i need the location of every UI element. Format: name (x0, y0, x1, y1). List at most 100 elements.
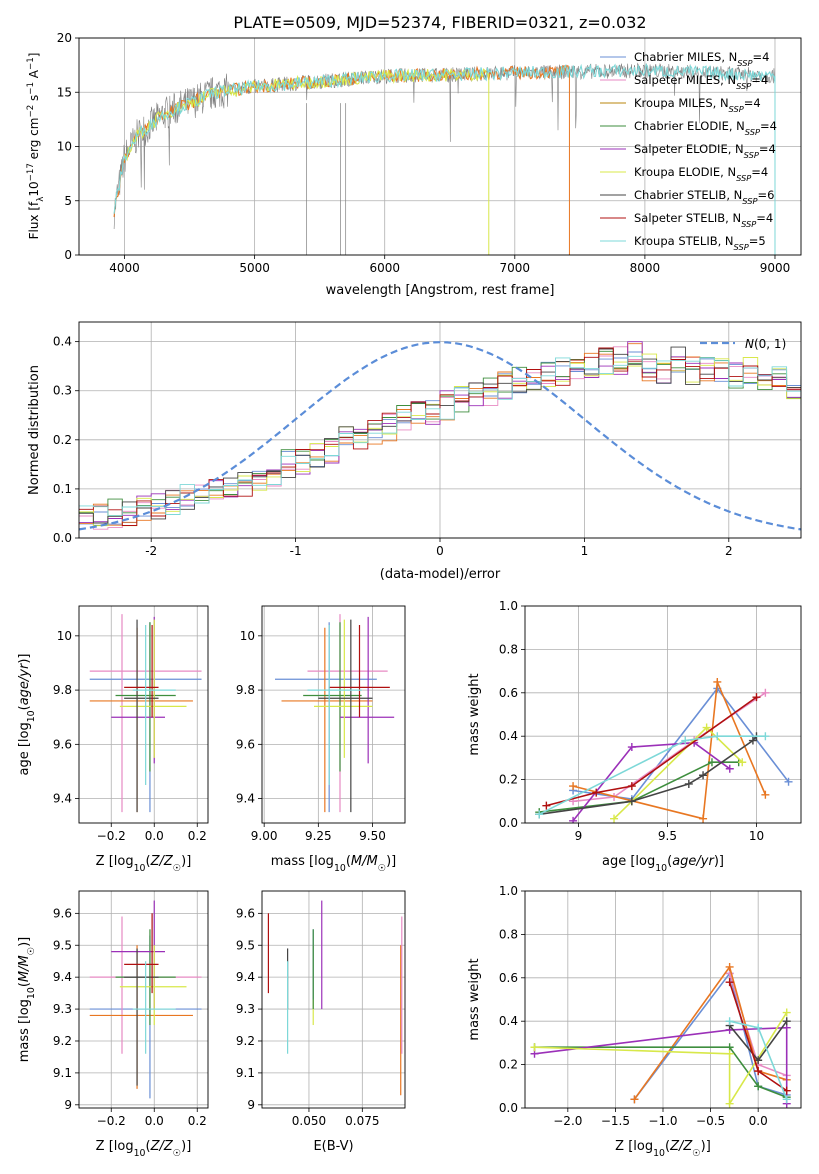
x-tick-label: 9.5 (658, 829, 677, 843)
y-tick-label: 9.8 (53, 683, 72, 697)
x-tick-label: 0.2 (188, 829, 207, 843)
model-line (113, 63, 776, 214)
y-tick-label: 9.4 (236, 792, 255, 806)
y-tick-label: 0 (64, 248, 72, 262)
y-tick-label: 0.0 (53, 531, 72, 545)
y-tick-label: 9.1 (236, 1066, 255, 1080)
y-tick-label: 9.4 (53, 792, 72, 806)
x-axis-label: age [log10(age/yr)] (602, 854, 724, 874)
y-tick-label: 9.2 (236, 1034, 255, 1048)
y-tick-label: 0.4 (499, 729, 518, 743)
x-tick-label: 8000 (630, 261, 661, 275)
weight-marker (684, 779, 693, 788)
weight-marker (782, 1008, 791, 1017)
weight-marker (630, 1095, 639, 1104)
y-axis-label: mass [log10(M/M☉)] (17, 937, 37, 1063)
weight-line (538, 735, 766, 816)
weight-marker (725, 1099, 734, 1108)
x-tick-label: 9000 (760, 261, 791, 275)
x-tick-label: 4000 (109, 261, 140, 275)
x-tick-label: −1.0 (648, 1114, 677, 1128)
x-tick-label: 9.00 (251, 829, 278, 843)
x-axis-label: Z [log10(Z/Z☉)] (96, 1139, 192, 1159)
y-axis-label: age [log10(age/yr)] (17, 653, 37, 775)
x-tick-label: 0.0 (749, 1114, 768, 1128)
x-axis-label: mass [log10(M/M☉)] (271, 854, 397, 874)
weight-marker (707, 758, 716, 767)
weight-marker (530, 1043, 539, 1052)
y-tick-label: 9.5 (53, 938, 72, 952)
weight-marker (610, 814, 619, 823)
axes-frame (261, 605, 406, 824)
x-tick-label: 6000 (369, 261, 400, 275)
weight-marker (725, 978, 734, 987)
x-tick-label: 0.2 (188, 1114, 207, 1128)
gaussian-curve (79, 341, 801, 531)
y-tick-label: 9.2 (53, 1034, 72, 1048)
weight-marker (569, 782, 578, 791)
y-tick-label: 0.2 (53, 433, 72, 447)
y-tick-label: 1.0 (499, 599, 518, 613)
y-tick-label: 9.6 (236, 737, 255, 751)
axes-frame (78, 605, 209, 824)
legend-entry: N(0, 1) (745, 337, 786, 351)
y-tick-label: 5 (64, 194, 72, 208)
weight-marker (681, 736, 690, 745)
y-tick-label: 9.4 (53, 970, 72, 984)
legend-entry: Chabrier STELIB, NSSP=6 (634, 188, 774, 206)
weight-marker (627, 782, 636, 791)
x-tick-label: 1 (581, 544, 589, 558)
y-tick-label: 10 (240, 629, 255, 643)
x-tick-label: −1.5 (601, 1114, 630, 1128)
figure-title: PLATE=0509, MJD=52374, FIBERID=0321, z=0… (233, 13, 646, 32)
histogram-step-line (79, 351, 801, 525)
weight-marker (761, 688, 770, 697)
x-tick-label: 2 (725, 544, 733, 558)
weight-marker (699, 814, 708, 823)
legend-entry: Kroupa MILES, NSSP=4 (634, 96, 761, 114)
y-tick-label: 9.8 (236, 683, 255, 697)
y-tick-label: 0.8 (499, 927, 518, 941)
weight-line (572, 678, 767, 820)
plot-area (530, 962, 791, 1108)
y-tick-label: 0.4 (499, 1014, 518, 1028)
axes-frame (78, 321, 802, 539)
histogram-step-line (79, 346, 801, 530)
y-tick-label: 0.0 (499, 816, 518, 830)
model-line (113, 65, 570, 218)
y-tick-label: 0.4 (53, 335, 72, 349)
axes-mass-ebv: 0.050 0.075 9 9.1 9.2 9.3 9.4 9.5 9.6 E(B-V) (236, 890, 406, 1154)
weight-marker (702, 723, 711, 732)
x-axis-label: Z [log10(Z/Z☉)] (96, 854, 192, 874)
y-tick-label: 0.0 (499, 1101, 518, 1115)
y-axis-label: Flux [fλ10−17 erg cm−2 s−1 A−1] (26, 53, 46, 240)
y-tick-label: 9.6 (53, 906, 72, 920)
weight-marker (713, 677, 722, 686)
y-tick-label: 0.2 (499, 1058, 518, 1072)
weight-marker (713, 732, 722, 741)
weight-marker (738, 758, 747, 767)
plot-area (113, 62, 776, 255)
histogram-step-line (79, 347, 801, 526)
axes-age-mass: 9.00 9.25 9.50 9.4 9.6 9.8 10 mass [log10(M/M☉)… (236, 605, 406, 874)
x-tick-label: 5000 (239, 261, 270, 275)
x-tick-label: -2 (145, 544, 157, 558)
x-tick-label: 0.050 (292, 1114, 326, 1128)
y-tick-label: 9 (64, 1098, 72, 1112)
y-tick-label: 10 (57, 140, 72, 154)
model-line (124, 68, 490, 162)
x-tick-label: −0.2 (97, 1114, 126, 1128)
y-tick-label: 0.2 (499, 773, 518, 787)
y-tick-label: 0.1 (53, 482, 72, 496)
x-axis-label: (data-model)/error (380, 567, 501, 582)
weight-marker (542, 801, 551, 810)
weight-marker (592, 788, 601, 797)
weight-line (633, 965, 787, 1100)
weight-line (539, 761, 739, 813)
weight-marker (699, 771, 708, 780)
legend-entry: Kroupa ELODIE, NSSP=4 (634, 165, 768, 183)
axes-frame (524, 890, 802, 1109)
axes-residuals: -2 -1 0 1 2 0.0 0.1 0.2 0.3 0.4 N(0, 1) (data-model… (27, 321, 802, 582)
y-tick-label: 9.6 (53, 737, 72, 751)
y-tick-label: 0.6 (499, 971, 518, 985)
